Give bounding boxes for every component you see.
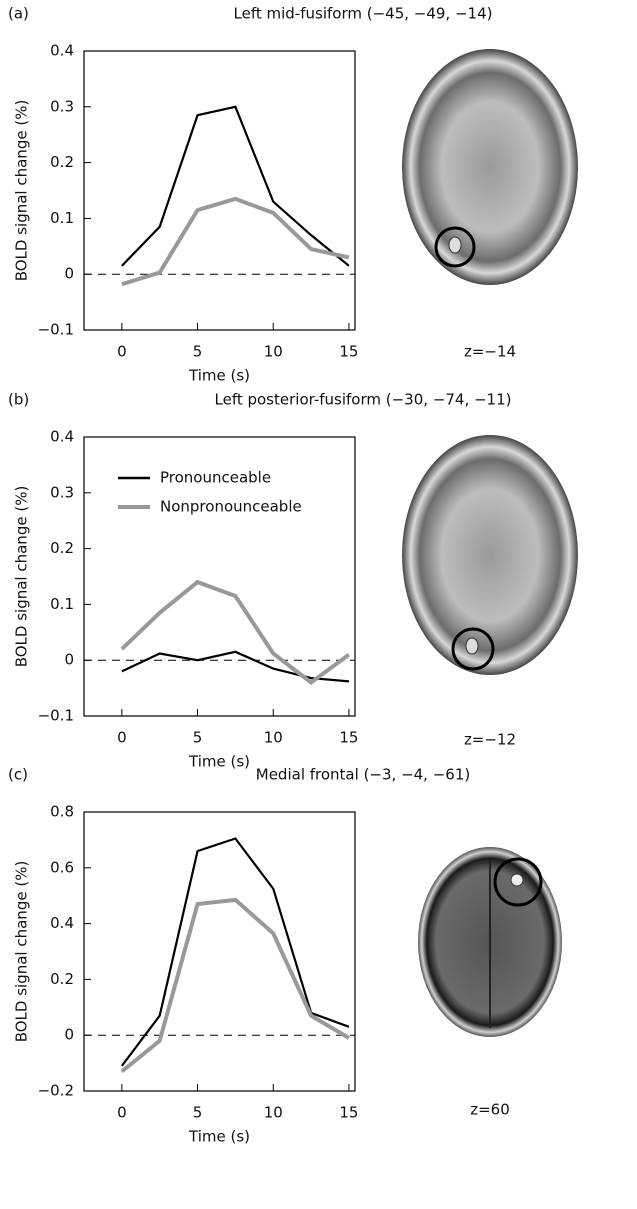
series-line	[121, 650, 350, 683]
y-tick-label: 0.8	[50, 803, 74, 821]
x-tick-label: 0	[117, 729, 127, 747]
series-line	[121, 105, 350, 267]
y-tick-label: 0.3	[50, 97, 74, 115]
y-tick-label: 0.6	[50, 858, 74, 876]
y-tick-label: 0.3	[50, 483, 74, 501]
plot-frame	[83, 436, 356, 717]
y-tick-label: 0	[64, 1026, 74, 1044]
x-tick-label: 10	[264, 729, 283, 747]
image-caption: z=−12	[464, 731, 516, 749]
brain-image	[402, 435, 578, 675]
x-tick-label: 0	[117, 343, 127, 361]
y-axis-label: BOLD signal change (%)	[13, 486, 31, 668]
x-tick-label: 15	[339, 1104, 358, 1122]
y-tick-label: 0	[64, 651, 74, 669]
x-axis-label: Time (s)	[188, 1128, 250, 1146]
x-tick-label: 10	[264, 1104, 283, 1122]
y-tick-label: 0.4	[50, 42, 74, 60]
x-axis-label: Time (s)	[188, 753, 250, 771]
y-axis-label: BOLD signal change (%)	[13, 100, 31, 282]
y-tick-label: 0.4	[50, 428, 74, 446]
y-tick-label: 0.2	[50, 970, 74, 988]
panel-label: (c)	[8, 766, 28, 784]
y-tick-label: 0.2	[50, 539, 74, 557]
x-tick-label: 5	[193, 729, 203, 747]
y-tick-label: 0	[64, 265, 74, 283]
x-tick-label: 0	[117, 1104, 127, 1122]
chart-title: Medial frontal (−3, −4, −61)	[256, 766, 470, 784]
y-tick-label: 0.4	[50, 914, 74, 932]
plot-frame	[83, 811, 356, 1092]
chart-title: Left mid-fusiform (−45, −49, −14)	[234, 5, 493, 23]
x-tick-label: 5	[193, 1104, 203, 1122]
x-tick-label: 15	[339, 729, 358, 747]
plot-frame	[83, 50, 356, 331]
x-axis-label: Time (s)	[188, 367, 250, 385]
series-line	[120, 579, 351, 686]
y-tick-label: 0.2	[50, 153, 74, 171]
y-tick-label: −0.1	[38, 707, 74, 725]
series-line	[121, 196, 350, 287]
panel-label: (b)	[8, 391, 29, 409]
x-tick-label: 15	[339, 343, 358, 361]
panel-label: (a)	[8, 5, 29, 23]
y-tick-label: 0.1	[50, 595, 74, 613]
y-tick-label: −0.2	[38, 1082, 74, 1100]
image-caption: z=60	[470, 1101, 510, 1119]
x-tick-label: 5	[193, 343, 203, 361]
x-tick-label: 10	[264, 343, 283, 361]
y-axis-label: BOLD signal change (%)	[13, 861, 31, 1043]
legend-label: Nonpronounceable	[160, 498, 302, 516]
brain-image	[402, 49, 578, 285]
image-caption: z=−14	[464, 343, 516, 361]
y-tick-label: 0.1	[50, 209, 74, 227]
series-line	[120, 837, 350, 1067]
brain-image	[418, 847, 562, 1037]
chart-title: Left posterior-fusiform (−30, −74, −11)	[215, 391, 512, 409]
legend-label: Pronounceable	[160, 469, 271, 487]
y-tick-label: −0.1	[38, 321, 74, 339]
series-line	[120, 897, 350, 1074]
